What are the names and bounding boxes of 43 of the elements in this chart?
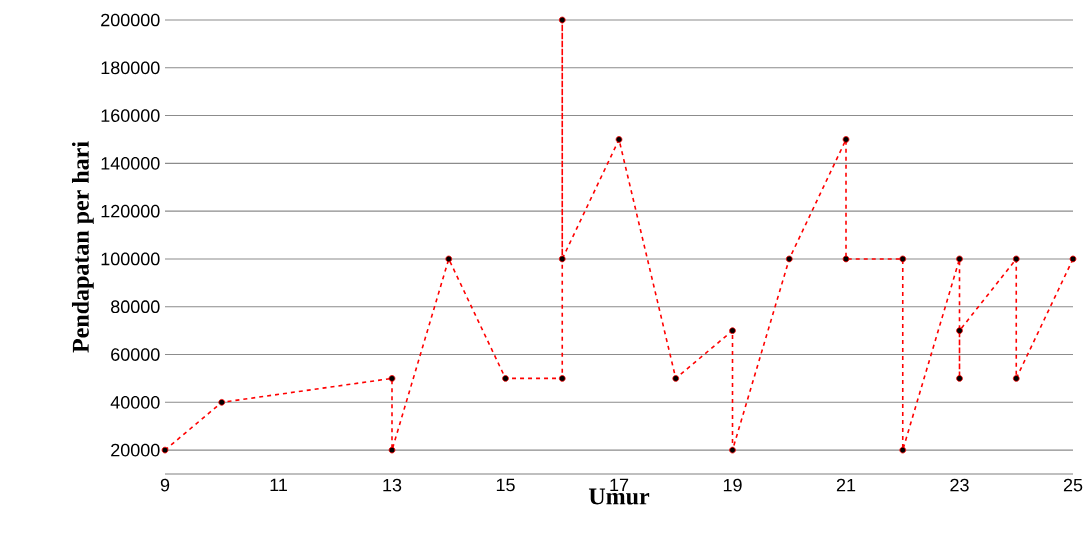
point xyxy=(445,255,453,263)
point xyxy=(161,446,169,454)
point xyxy=(218,398,226,406)
y-tick-label: 40000 xyxy=(110,395,160,409)
x-tick-label: 15 xyxy=(496,478,515,492)
point xyxy=(785,255,793,263)
point xyxy=(615,136,623,143)
x-tick-label: 13 xyxy=(383,478,402,492)
point xyxy=(388,375,396,382)
point xyxy=(842,136,850,143)
point xyxy=(1012,375,1020,382)
x-tick-label: 19 xyxy=(723,478,742,492)
y-axis-title: Pendapatan per hari xyxy=(71,141,94,353)
point xyxy=(956,375,963,382)
point xyxy=(558,255,566,263)
x-tick-label: 23 xyxy=(950,478,969,492)
y-tick-label: 60000 xyxy=(111,348,160,361)
y-tick-label: 120000 xyxy=(101,204,160,218)
y-tick-label: 180000 xyxy=(101,61,160,75)
point xyxy=(558,16,566,24)
x-tick-label: 21 xyxy=(836,478,856,492)
point xyxy=(899,446,907,454)
point xyxy=(956,255,963,263)
point xyxy=(558,375,566,382)
point xyxy=(1069,255,1077,263)
y-tick-label: 20000 xyxy=(111,443,160,457)
x-tick-label: 9 xyxy=(160,478,170,492)
point xyxy=(1012,255,1020,263)
point xyxy=(672,375,680,382)
x-tick-label: 11 xyxy=(270,478,287,492)
point xyxy=(729,327,736,334)
y-tick-label: 160000 xyxy=(101,109,160,122)
x-tick-label: 25 xyxy=(1063,478,1083,492)
point xyxy=(956,327,963,334)
point xyxy=(899,255,907,263)
point xyxy=(842,255,850,263)
point xyxy=(388,446,396,454)
point xyxy=(729,446,736,454)
y-tick-label: 100000 xyxy=(101,252,160,266)
y-tick-label: 140000 xyxy=(101,157,160,170)
point xyxy=(502,375,509,382)
y-tick-label: 80000 xyxy=(111,300,160,314)
y-tick-label: 200000 xyxy=(101,13,160,27)
